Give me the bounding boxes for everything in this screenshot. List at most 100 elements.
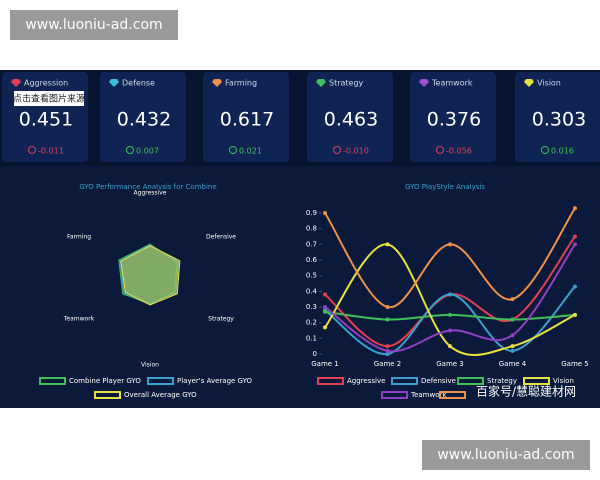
legend-label: Player's Average GYO xyxy=(177,377,253,385)
card xyxy=(203,72,289,162)
line-point xyxy=(573,206,577,211)
tooltip: 点击查看图片来源 xyxy=(13,93,85,105)
line-point xyxy=(323,211,327,215)
card-label: Aggression xyxy=(24,79,68,88)
legend-swatch xyxy=(523,377,550,385)
x-tick-label: Game 4 xyxy=(499,360,527,368)
content: Aggression 0.451 -0.011 Defense 0.432 0.007 Fa… xyxy=(2,72,600,399)
line-point xyxy=(448,344,452,349)
card-icon xyxy=(316,79,326,87)
watermark: 百家号/慧聪建材网 xyxy=(476,384,576,399)
line-point xyxy=(573,312,577,317)
card-label: Teamwork xyxy=(431,79,473,88)
line-point xyxy=(510,333,515,338)
line-point xyxy=(510,348,515,353)
legend-swatch xyxy=(39,377,66,385)
y-tick-label: 0.5 xyxy=(306,272,317,280)
card-change: -0.011 xyxy=(38,147,64,156)
card-change: 0.007 xyxy=(136,147,159,156)
legend-swatch xyxy=(147,377,174,385)
cards-band xyxy=(0,70,600,166)
card-value: 0.451 xyxy=(19,109,73,131)
legend-swatch xyxy=(391,377,418,385)
line-point xyxy=(573,242,577,247)
card-value: 0.303 xyxy=(532,109,586,131)
line-point xyxy=(385,344,390,349)
radar-polygon xyxy=(118,243,178,305)
line-point xyxy=(385,348,390,353)
watermark-box xyxy=(10,10,178,40)
line-point xyxy=(510,317,515,322)
chart-title: GYO Performance Analysis for Combine xyxy=(79,183,216,191)
watermark: www.luoniu-ad.com xyxy=(25,17,162,33)
change-icon xyxy=(541,146,549,154)
y-tick-label: 0.6 xyxy=(306,256,318,264)
card-icon xyxy=(11,79,21,87)
radar-axis-label: Aggressive xyxy=(134,190,167,197)
x-tick-label: Game 5 xyxy=(561,360,589,368)
card-value: 0.617 xyxy=(220,109,274,131)
card-change: -0.056 xyxy=(446,147,472,156)
card-label: Vision xyxy=(537,79,561,88)
legend-label: Strategy xyxy=(487,377,517,385)
card xyxy=(307,72,393,162)
change-icon xyxy=(126,146,134,154)
line-point xyxy=(385,317,390,322)
line-point xyxy=(323,309,327,314)
card xyxy=(515,72,600,162)
line-point xyxy=(573,234,577,239)
card-icon xyxy=(524,79,534,87)
legend-label: Teamwork xyxy=(410,391,447,399)
line-point xyxy=(323,305,327,309)
legend-label: Overall Average GYO xyxy=(124,391,197,399)
chart-title: GYO PlayStyle Analysis xyxy=(405,183,485,191)
watermark-box xyxy=(422,440,590,470)
card-change: 0.016 xyxy=(551,147,574,156)
card-icon xyxy=(109,79,119,87)
legend-swatch xyxy=(457,377,484,385)
line-point xyxy=(385,242,390,247)
y-tick-label: 0.2 xyxy=(306,319,317,327)
legend-label: Aggressive xyxy=(347,377,385,385)
x-tick-label: Game 3 xyxy=(436,360,464,368)
line-point xyxy=(448,328,452,333)
line-point xyxy=(448,242,452,247)
y-tick-label: 0.7 xyxy=(306,240,317,248)
line-point xyxy=(573,284,577,289)
radar-axis-label: Defensive xyxy=(206,234,236,241)
line-point xyxy=(510,297,515,302)
line-point xyxy=(385,305,390,309)
legend-label: Vision xyxy=(553,377,574,385)
card xyxy=(100,72,186,162)
legend-swatch xyxy=(94,391,121,399)
legend-label: Defensive xyxy=(421,377,456,385)
legend-swatch xyxy=(439,391,466,399)
radar-axis-label: Farming xyxy=(67,234,91,241)
radar-axis-label: Strategy xyxy=(208,316,234,323)
x-tick-label: Game 1 xyxy=(311,360,339,368)
line-point xyxy=(385,352,390,356)
change-icon xyxy=(436,146,444,154)
legend-swatch xyxy=(381,391,408,399)
line-series xyxy=(324,243,576,356)
change-icon xyxy=(28,146,36,154)
radar-polygon xyxy=(119,244,180,305)
radar-axis-label: Vision xyxy=(141,362,159,369)
change-icon xyxy=(229,146,237,154)
y-tick-label: 0.4 xyxy=(306,287,318,295)
legend-swatch xyxy=(317,377,344,385)
legend-label: Combine Player GYO xyxy=(69,377,141,385)
card-value: 0.432 xyxy=(117,109,171,131)
card-icon xyxy=(212,79,222,87)
card-icon xyxy=(419,79,429,87)
y-tick-label: 0.3 xyxy=(306,303,317,311)
card-change: 0.021 xyxy=(239,147,262,156)
radar-axis-label: Teamwork xyxy=(63,316,95,323)
tooltip-box xyxy=(14,91,84,106)
line-point xyxy=(323,292,327,297)
change-icon xyxy=(333,146,341,154)
card-label: Defense xyxy=(122,79,155,88)
y-tick-label: 0.8 xyxy=(306,225,317,233)
